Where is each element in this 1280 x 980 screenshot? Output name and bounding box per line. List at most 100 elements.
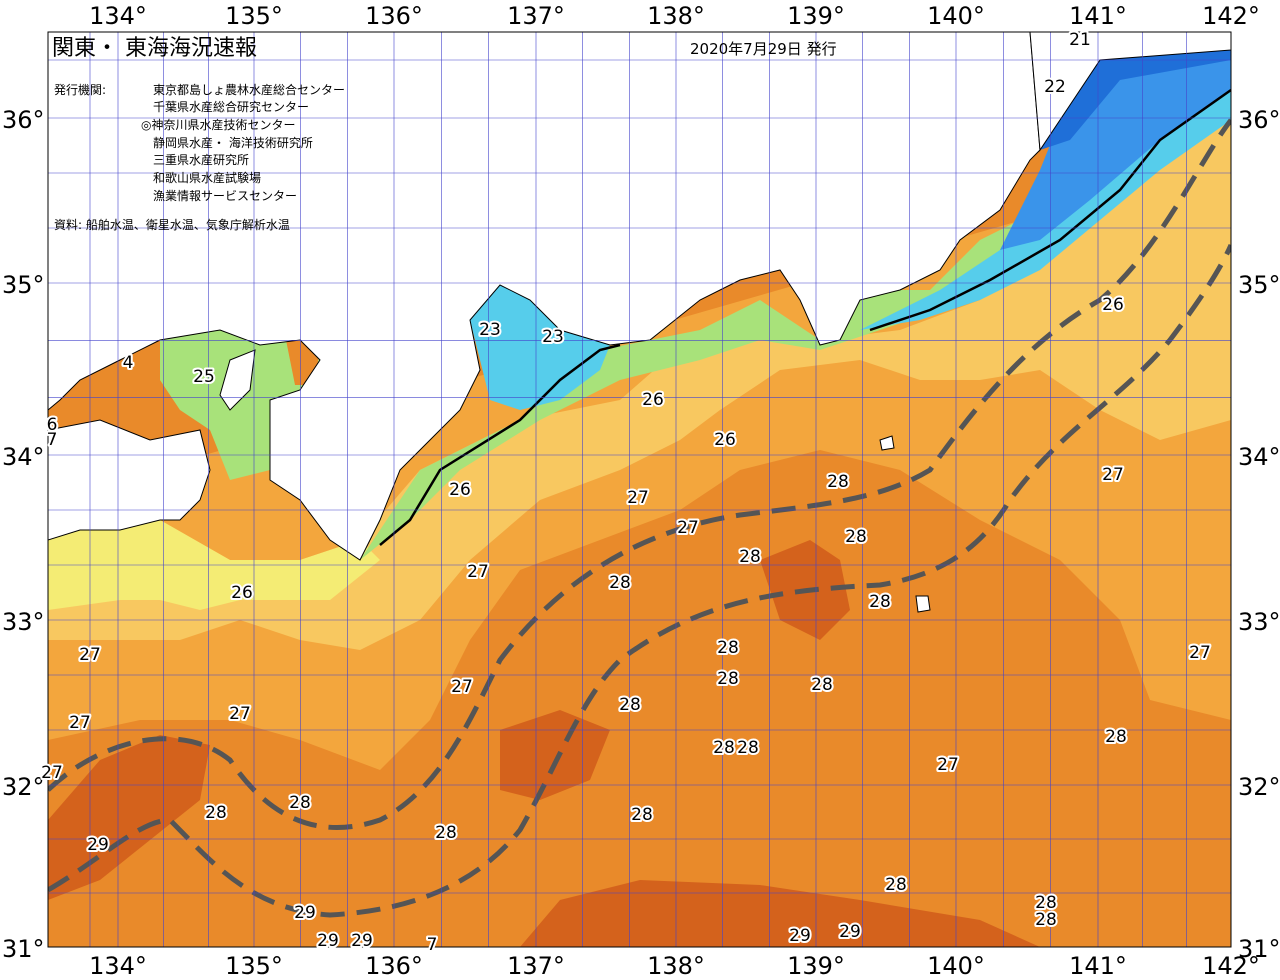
temperature-label: 27 (937, 755, 959, 775)
sea-seto-inland (160, 330, 320, 480)
temperature-label: 27 (229, 704, 251, 724)
temperature-label: 26 (642, 390, 664, 410)
temperature-label: 27 (79, 645, 101, 665)
temperature-label: 28 (1105, 727, 1127, 747)
temperature-label: 28 (885, 875, 907, 895)
temperature-label: 21 (1069, 30, 1091, 50)
sea-29c-west (48, 735, 210, 900)
longitude-label-top: 141° (1069, 2, 1127, 30)
longitude-label-bottom: 134° (89, 952, 147, 980)
longitude-label-top: 137° (507, 2, 565, 30)
sea-23c-ise-bay (470, 285, 610, 410)
land-miyakejima (915, 595, 931, 613)
temperature-label: 28 (845, 527, 867, 547)
latitude-label-right: 33° (1238, 608, 1280, 636)
latitude-label-right: 34° (1238, 443, 1280, 471)
temperature-label: 27 (69, 713, 91, 733)
isotherm-25c-line (379, 343, 621, 546)
longitude-label-bottom: 135° (225, 952, 283, 980)
land-izu-oshima (879, 435, 895, 451)
land-honshu (48, 32, 1041, 561)
longitude-label-bottom: 136° (365, 952, 423, 980)
temperature-label: 28 (717, 638, 739, 658)
temperature-label: 28 (205, 803, 227, 823)
temperature-label: 23 (479, 320, 501, 340)
longitude-label-top: 138° (647, 2, 705, 30)
temperature-label: 26 (449, 480, 471, 500)
latitude-label-right: 35° (1238, 271, 1280, 299)
temperature-label: 23 (542, 327, 564, 347)
temperature-label: 28 (869, 592, 891, 612)
temperature-label: 28 (631, 805, 653, 825)
latitude-labels: 36° 36° 35° 35° 34° 34° 33° 33° 32° 32° 31° 31° (2, 106, 1280, 963)
issuer-wakayama: 和歌山県水産試験場 (153, 170, 261, 185)
issuer-jafic: 漁業情報サービスセンター (153, 189, 297, 203)
longitude-label-top: 140° (927, 2, 985, 30)
latitude-label-left: 33° (2, 608, 45, 636)
longitude-label-bottom: 142° (1202, 952, 1260, 980)
map-frame (47, 31, 1232, 948)
latitude-label-right: 36° (1238, 106, 1280, 134)
issue-date: 2020年7月29日 発行 (690, 40, 837, 58)
latitude-label-left: 32° (2, 773, 45, 801)
kuroshio-outer-axis (48, 243, 1231, 918)
longitude-label-bottom: 138° (647, 952, 705, 980)
temperature-label: 29 (87, 835, 109, 855)
longitude-label-bottom: 137° (507, 952, 565, 980)
issuer-kanagawa: ◎神奈川県水産技術センター (141, 117, 295, 132)
longitude-label-top: 135° (225, 2, 283, 30)
temperature-label: 29 (294, 903, 316, 923)
lat-lon-grid (48, 32, 1231, 947)
temperature-label: 28 (713, 738, 735, 758)
temperature-label: 28 (811, 675, 833, 695)
temperature-label: 28 (289, 793, 311, 813)
latitude-label-left: 36° (2, 106, 45, 134)
temperature-label: 28 (717, 669, 739, 689)
issuer-shizuoka: 静岡県水産・ 海洋技術研究所 (153, 135, 313, 150)
land-awaji-island (219, 349, 256, 411)
temperature-label: 28 (827, 472, 849, 492)
temperature-label: 4 (123, 353, 134, 373)
data-source: 資料: 船舶水温、衛星水温、気象庁解析水温 (54, 217, 290, 232)
sea-22c (1000, 50, 1231, 250)
map-area (48, 32, 1231, 947)
temperature-label: 27 (627, 488, 649, 508)
temperature-label: 27 (467, 562, 489, 582)
temperature-label: 28 (1035, 910, 1057, 930)
temperature-label: 7 (47, 430, 58, 450)
temperature-label: 6 (47, 415, 58, 435)
latitude-label-left: 34° (2, 443, 45, 471)
issuer-mie: 三重県水産研究所 (153, 152, 249, 167)
temperature-label: 28 (1035, 893, 1057, 913)
temperature-label: 27 (1102, 465, 1124, 485)
temperature-label: 26 (231, 583, 253, 603)
latitude-label-right: 31° (1238, 935, 1280, 963)
longitude-label-top: 142° (1202, 2, 1260, 30)
kuroshio-inner-axis (48, 118, 1231, 830)
issuers-block: 発行機関: 東京都島しょ農林水産総合センター 千葉県水産総合研究センター ◎神奈… (54, 82, 345, 232)
kuroshio-axes (48, 118, 1231, 918)
latitude-label-left: 35° (2, 271, 45, 299)
longitude-label-bottom: 140° (927, 952, 985, 980)
latitude-label-right: 32° (1238, 773, 1280, 801)
issuers-label: 発行機関: (54, 82, 106, 97)
issuer-tokyo: 東京都島しょ農林水産総合センター (153, 82, 345, 97)
map-title: 関東・ 東海海況速報 (52, 36, 257, 61)
longitude-label-bottom: 141° (1069, 952, 1127, 980)
temperature-label: 27 (41, 763, 63, 783)
sea-29c-south (520, 880, 1040, 947)
temperature-label: 28 (737, 738, 759, 758)
longitude-label-top: 139° (787, 2, 845, 30)
temperature-label: 29 (317, 931, 339, 951)
isotherm-kanto-line (869, 88, 1231, 332)
temperature-label: 29 (351, 931, 373, 951)
temperature-label: 27 (677, 518, 699, 538)
temperature-label: 29 (839, 922, 861, 942)
temperature-label: 28 (609, 573, 631, 593)
longitude-labels: 134° 134° 135° 135° 136° 136° 137° 137° 138° 138°… (89, 2, 1260, 980)
temperature-label: 28 (619, 695, 641, 715)
temperature-label: 22 (1044, 77, 1066, 97)
latitude-label-left: 31° (2, 935, 45, 963)
temperature-label: 27 (1189, 643, 1211, 663)
